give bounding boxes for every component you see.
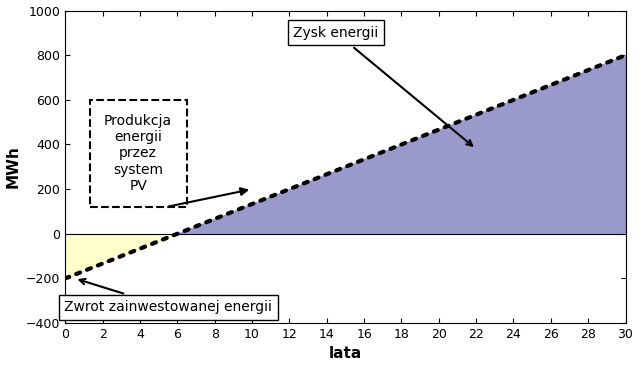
Text: Produkcja
energii
przez
system
PV: Produkcja energii przez system PV xyxy=(104,114,173,193)
Text: Zysk energii: Zysk energii xyxy=(293,26,472,146)
Y-axis label: MWh: MWh xyxy=(6,145,20,188)
Text: Zwrot zainwestowanej energii: Zwrot zainwestowanej energii xyxy=(64,279,272,315)
Bar xyxy=(89,100,187,207)
X-axis label: lata: lata xyxy=(329,346,362,361)
